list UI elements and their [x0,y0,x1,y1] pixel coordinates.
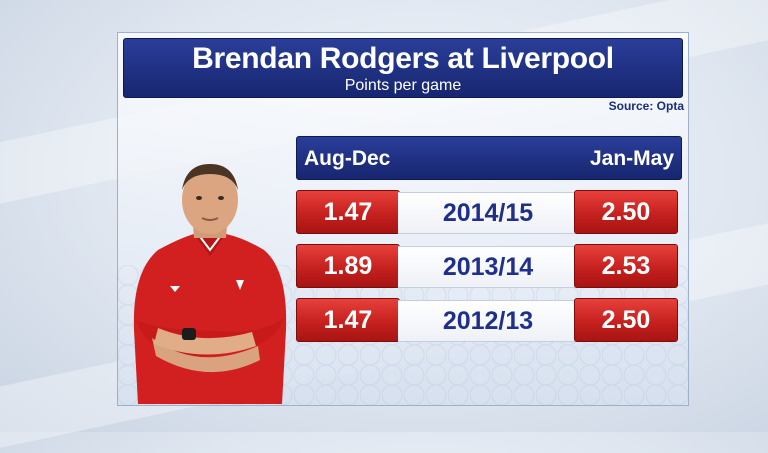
aug-dec-value: 1.47 [296,298,400,342]
source-label: Source: Opta [608,99,684,113]
jan-may-value: 2.50 [574,298,678,342]
column-header-right: Jan-May [589,147,674,170]
table-row: 1.47 2012/13 2.50 [296,298,682,342]
jan-may-value: 2.53 [574,244,678,288]
aug-dec-value: 1.89 [296,244,400,288]
jan-may-value: 2.50 [574,190,678,234]
page-subtitle: Points per game [344,77,462,94]
column-header-bar: Aug-Dec Jan-May [296,136,682,180]
table-row: 1.47 2014/15 2.50 [296,190,682,234]
season-label: 2013/14 [398,246,578,288]
column-header-left: Aug-Dec [304,147,391,170]
title-bar: Brendan Rodgers at Liverpool Points per … [123,38,683,98]
manager-photo [133,164,287,404]
aug-dec-value: 1.47 [296,190,400,234]
season-label: 2014/15 [398,192,578,234]
season-label: 2012/13 [398,300,578,342]
page-title: Brendan Rodgers at Liverpool [192,42,614,75]
table-row: 1.89 2013/14 2.53 [296,244,682,288]
